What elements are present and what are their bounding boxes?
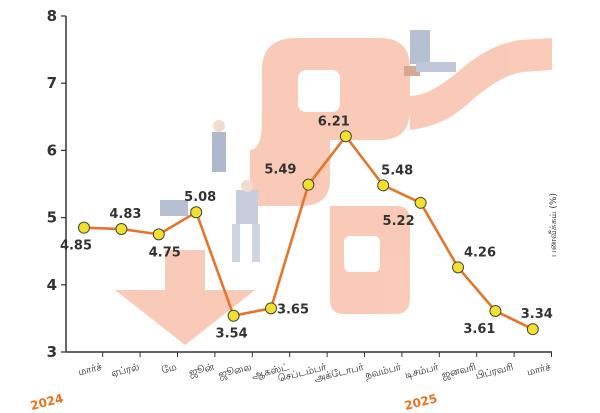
data-label: 3.65	[277, 302, 309, 317]
data-label: 4.85	[60, 239, 92, 254]
x-tick-label: ஏப்ரல்	[110, 362, 141, 380]
x-tick-label: ஜூலை	[217, 362, 252, 381]
data-label: 5.49	[264, 163, 296, 178]
data-label: 3.61	[463, 322, 495, 337]
y-tick-label: 3	[47, 343, 57, 361]
x-tick-label: நவம்பர்	[364, 362, 403, 382]
data-point	[414, 196, 427, 209]
data-point	[339, 130, 352, 143]
x-tick-label: ஜூன்	[188, 362, 216, 379]
x-axis-ticks: மார்ச் ஏப்ரல் மே ஜூன் ஜூலைஆகஸ்ட்செப்டம்பர்அக…	[29, 352, 552, 413]
data-label: 6.21	[318, 114, 350, 129]
year-label: 2025	[403, 391, 439, 413]
data-label: 5.48	[381, 163, 413, 178]
y-tick-label: 5	[47, 209, 57, 227]
x-tick-label: மார்ச்	[77, 362, 103, 379]
y-axis-ticks: 3 4 5 6 7 8	[47, 7, 66, 361]
y-tick-label: 4	[47, 276, 57, 294]
data-label: 4.75	[149, 245, 181, 260]
data-point	[377, 179, 390, 192]
data-point	[265, 302, 277, 315]
data-label: 4.26	[464, 245, 496, 260]
data-point	[452, 261, 464, 274]
data-point	[115, 223, 128, 236]
series-layer	[78, 130, 539, 336]
x-tick-label: ஜனவரி	[441, 362, 477, 381]
data-point	[78, 221, 90, 234]
background-illustration	[115, 30, 552, 345]
data-point	[489, 305, 502, 318]
data-point	[227, 309, 240, 322]
data-label: 5.22	[383, 214, 415, 229]
data-point	[526, 323, 539, 336]
x-tick-label: டிசம்பர்	[404, 362, 441, 381]
business-people-figures-icon	[160, 30, 456, 262]
data-labels: 4.85 4.83 4.75 5.08 3.54 3.65 5.49 6.21 5.48 5.22…	[60, 114, 553, 341]
x-tick-label: மார்ச்	[526, 362, 552, 379]
y-tick-label: 7	[47, 74, 57, 92]
data-label: 3.34	[521, 307, 553, 322]
data-label: 5.08	[184, 190, 216, 205]
data-point	[302, 178, 315, 191]
year-label: 2024	[29, 391, 65, 413]
x-tick-label: மே	[161, 362, 178, 376]
chart-axes	[65, 16, 552, 353]
y-axis-label: பணவீக்கம் (%)	[549, 193, 559, 257]
data-label: 3.54	[216, 327, 248, 342]
data-point	[152, 228, 165, 241]
data-point	[190, 206, 203, 219]
data-label: 4.83	[109, 207, 141, 222]
y-tick-label: 8	[47, 7, 57, 25]
y-tick-label: 6	[47, 141, 57, 159]
x-tick-label: பிப்ரவரி	[475, 362, 515, 382]
